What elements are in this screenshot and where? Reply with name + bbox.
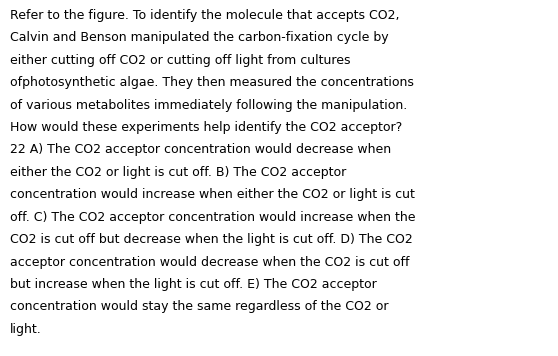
Text: of various metabolites immediately following the manipulation.: of various metabolites immediately follo… <box>10 99 407 112</box>
Text: 22 A) The CO2 acceptor concentration would decrease when: 22 A) The CO2 acceptor concentration wou… <box>10 143 391 157</box>
Text: Refer to the figure. To identify the molecule that accepts CO2,: Refer to the figure. To identify the mol… <box>10 9 400 22</box>
Text: acceptor concentration would decrease when the CO2 is cut off: acceptor concentration would decrease wh… <box>10 256 410 269</box>
Text: How would these experiments help identify the CO2 acceptor?: How would these experiments help identif… <box>10 121 402 134</box>
Text: concentration would stay the same regardless of the CO2 or: concentration would stay the same regard… <box>10 300 388 314</box>
Text: concentration would increase when either the CO2 or light is cut: concentration would increase when either… <box>10 188 415 201</box>
Text: CO2 is cut off but decrease when the light is cut off. D) The CO2: CO2 is cut off but decrease when the lig… <box>10 233 413 246</box>
Text: either the CO2 or light is cut off. B) The CO2 acceptor: either the CO2 or light is cut off. B) T… <box>10 166 347 179</box>
Text: off. C) The CO2 acceptor concentration would increase when the: off. C) The CO2 acceptor concentration w… <box>10 211 416 224</box>
Text: ofphotosynthetic algae. They then measured the concentrations: ofphotosynthetic algae. They then measur… <box>10 76 414 89</box>
Text: light.: light. <box>10 323 42 336</box>
Text: either cutting off CO2 or cutting off light from cultures: either cutting off CO2 or cutting off li… <box>10 54 350 67</box>
Text: but increase when the light is cut off. E) The CO2 acceptor: but increase when the light is cut off. … <box>10 278 377 291</box>
Text: Calvin and Benson manipulated the carbon-fixation cycle by: Calvin and Benson manipulated the carbon… <box>10 31 389 44</box>
